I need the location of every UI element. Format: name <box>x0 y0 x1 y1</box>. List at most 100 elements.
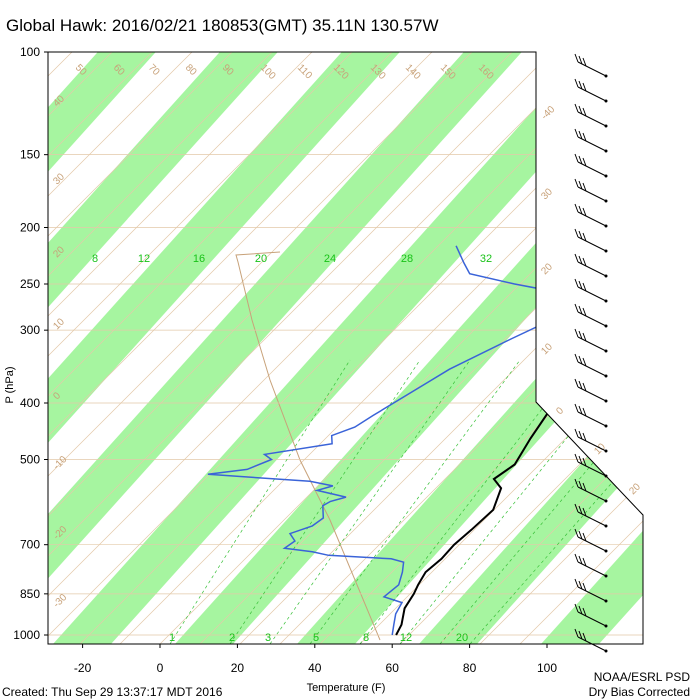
y-tick-label: 150 <box>20 148 40 162</box>
mixing-ratio-line <box>309 359 521 644</box>
wind-barb <box>577 611 607 627</box>
wind-barb-flag <box>574 528 579 538</box>
mixing-ratio-label: 32 <box>480 253 492 265</box>
mixing-ratio-labels: 8 12 16 20 24 28 321 2 3 5 8 12 20 <box>92 253 492 644</box>
wind-barb-flag <box>578 180 583 190</box>
green-band <box>532 52 643 644</box>
mixing-ratio-line <box>169 359 351 644</box>
wind-barb <box>577 86 607 102</box>
wind-barb-flag <box>578 480 583 490</box>
wind-barb-flag <box>574 228 579 238</box>
wind-barb-dot <box>604 599 608 603</box>
wind-barb-flag <box>578 130 583 140</box>
isotherm-line <box>199 52 643 644</box>
isotherm-line <box>0 0 20 644</box>
isotherm-line <box>48 52 643 644</box>
isotherm-line <box>48 52 621 644</box>
x-tick-label: 60 <box>386 661 400 675</box>
wind-barb-flag <box>582 207 587 217</box>
isotherm-label: 140 <box>403 62 423 82</box>
wind-barb-flag <box>582 157 587 167</box>
y-axis-label: P (hPa) <box>4 366 16 403</box>
isotherm-label: 70 <box>146 62 162 78</box>
green-band <box>410 52 643 644</box>
wind-barb-flag <box>582 82 587 92</box>
wind-barb-flag <box>582 582 587 592</box>
wind-barb-dot <box>604 499 608 503</box>
wind-barb <box>577 136 607 152</box>
isotherm-line <box>48 52 643 644</box>
green-band <box>48 52 643 644</box>
wind-barb-flag <box>574 578 579 588</box>
wind-barb-flag <box>578 155 583 165</box>
wind-barb-flag <box>574 403 579 413</box>
x-tick-label: 0 <box>157 661 164 675</box>
x-tick-label: 40 <box>308 661 322 675</box>
mixing-ratio-label: 8 <box>363 632 369 644</box>
wind-barb-flag <box>578 630 583 640</box>
x-tick-label: -20 <box>74 661 92 675</box>
mixing-ratio-line <box>439 359 643 644</box>
wind-barb-flag <box>582 232 587 242</box>
wind-barb-flag <box>574 553 579 563</box>
wind-barb <box>577 336 607 352</box>
isotherm-line <box>48 52 643 644</box>
wind-barb <box>577 311 607 327</box>
credit-line-2: Dry Bias Corrected <box>589 685 690 699</box>
chart-title: Global Hawk: 2016/02/21 180853(GMT) 35.1… <box>6 16 439 35</box>
wind-barb-flag <box>582 332 587 342</box>
y-tick-label: 200 <box>20 221 40 235</box>
mixing-ratio-label: 28 <box>401 253 413 265</box>
wind-barb-flag <box>582 282 587 292</box>
wind-barb-flag <box>582 432 587 442</box>
isotherm-line <box>439 52 643 644</box>
wind-barb-flag <box>578 230 583 240</box>
y-tick-label: 300 <box>20 323 40 337</box>
isotherm-label: 30 <box>51 171 67 187</box>
mixing-ratio-label: 24 <box>324 253 336 265</box>
wind-barb-flag <box>574 478 579 488</box>
wind-barb-flag <box>582 632 587 642</box>
mixing-ratio-label: 20 <box>456 632 468 644</box>
created-stamp: Created: Thu Sep 29 13:37:17 MDT 2016 <box>2 685 223 699</box>
isotherm-line <box>48 52 501 644</box>
wind-barb <box>577 411 607 427</box>
green-band <box>654 42 700 654</box>
wind-barb-dot <box>604 574 608 578</box>
isotherm-line <box>48 52 643 644</box>
isotherm-label: 0 <box>554 405 566 417</box>
mixing-ratio-lines <box>169 359 643 644</box>
mixing-ratio-label: 3 <box>265 632 271 644</box>
mixing-ratio-label: 16 <box>193 253 205 265</box>
y-tick-label: 700 <box>20 538 40 552</box>
wind-barb-flag <box>578 80 583 90</box>
mixing-ratio-label: 1 <box>169 632 175 644</box>
wind-barb-flag <box>582 57 587 67</box>
wind-barb <box>577 586 607 602</box>
wind-barb-dot <box>604 124 608 128</box>
wind-barb-flag <box>582 132 587 142</box>
wind-barb-flag <box>574 203 579 213</box>
isotherm-label: -40 <box>539 104 557 122</box>
wind-barb-flag <box>574 378 579 388</box>
wind-barb-flag <box>574 328 579 338</box>
isotherm-label: 30 <box>539 186 555 202</box>
wind-barb-dot <box>604 424 608 428</box>
wind-barb <box>577 486 607 502</box>
isotherm-line <box>48 52 643 644</box>
isotherm-line <box>48 52 581 644</box>
isotherm-line <box>48 52 643 644</box>
wind-barb-flag <box>574 253 579 263</box>
wind-barb-dot <box>604 624 608 628</box>
wind-barb <box>577 361 607 377</box>
isotherm-line <box>48 52 643 644</box>
wind-barb-dot <box>604 174 608 178</box>
y-tick-label: 1000 <box>13 628 40 642</box>
wind-barb-dot <box>604 349 608 353</box>
wind-barb-flag <box>578 530 583 540</box>
wind-barb-flag <box>574 153 579 163</box>
wind-barb-flag <box>578 105 583 115</box>
wind-barb-flag <box>574 178 579 188</box>
wind-barb <box>577 211 607 227</box>
